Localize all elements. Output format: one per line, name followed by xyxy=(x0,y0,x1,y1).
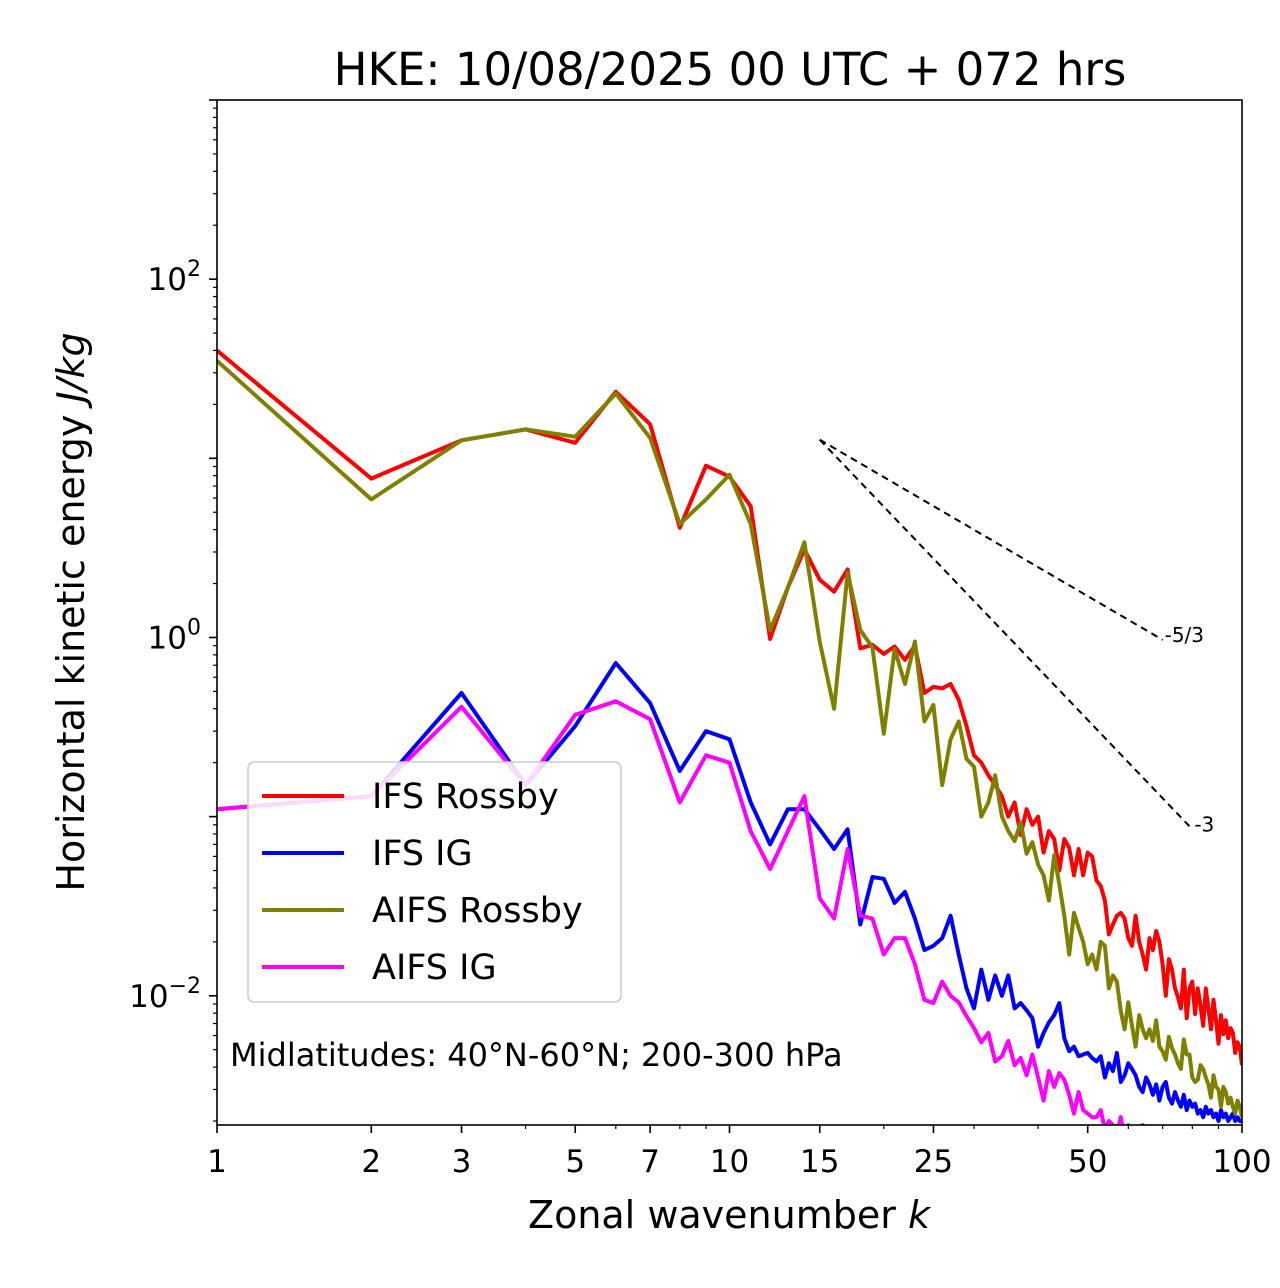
x-tick-label-10: 10 xyxy=(710,1144,749,1180)
reference-label-5-3: -5/3 xyxy=(1165,623,1204,647)
axis-ticks: 1 2 3 5 7 10 15 25 50 100 10−2 100 102 xyxy=(129,99,1272,1180)
x-axis-label-text: Zonal wavenumber xyxy=(528,1193,896,1237)
legend-box xyxy=(247,761,622,1003)
reference-label-3: -3 xyxy=(1194,812,1214,836)
plot-frame xyxy=(216,99,1243,1126)
series-layer xyxy=(217,348,1242,1125)
legend-label-aifs-rossby: AIFS Rossby xyxy=(372,891,583,931)
y-axis-label: Horizontal kinetic energy J/kg xyxy=(49,332,93,891)
x-tick-label-1: 1 xyxy=(207,1144,227,1180)
y-tick-label: 10−2 xyxy=(129,974,201,1015)
series-line-aifs-rossby xyxy=(217,359,1242,1118)
y-tick-label: 102 xyxy=(148,257,201,298)
region-annotation: Midlatitudes: 40°N-60°N; 200-300 hPa xyxy=(230,1036,843,1074)
series-line-aifs-ig xyxy=(217,699,1145,1125)
x-axis-label-var: k xyxy=(908,1193,932,1237)
y-axis-label-unit: J/kg xyxy=(49,332,93,409)
x-tick-label-50: 50 xyxy=(1068,1144,1107,1180)
chart-title: HKE: 10/08/2025 00 UTC + 072 hrs xyxy=(334,43,1127,96)
x-tick-label-100: 100 xyxy=(1212,1144,1271,1180)
legend-label-ifs-rossby: IFS Rossby xyxy=(372,777,559,817)
x-tick-label-7: 7 xyxy=(640,1144,660,1180)
x-tick-label-5: 5 xyxy=(565,1144,585,1180)
x-tick-label-3: 3 xyxy=(452,1144,472,1180)
x-axis-label: Zonal wavenumber k xyxy=(528,1193,932,1237)
x-tick-label-15: 15 xyxy=(800,1144,839,1180)
x-tick-label-2: 2 xyxy=(361,1144,381,1180)
x-tick-label-25: 25 xyxy=(914,1144,953,1180)
legend-label-ifs-ig: IFS IG xyxy=(372,834,473,874)
reference-lines: -5/3 -3 xyxy=(819,438,1214,836)
legend: IFS Rossby IFS IG AIFS Rossby AIFS IG xyxy=(247,761,622,1003)
y-tick-label: 100 xyxy=(148,615,201,656)
legend-label-aifs-ig: AIFS IG xyxy=(372,948,497,988)
reference-line-3 xyxy=(819,439,1194,830)
reference-line-5-3 xyxy=(819,438,1164,641)
y-axis-label-text: Horizontal kinetic energy xyxy=(49,415,93,892)
